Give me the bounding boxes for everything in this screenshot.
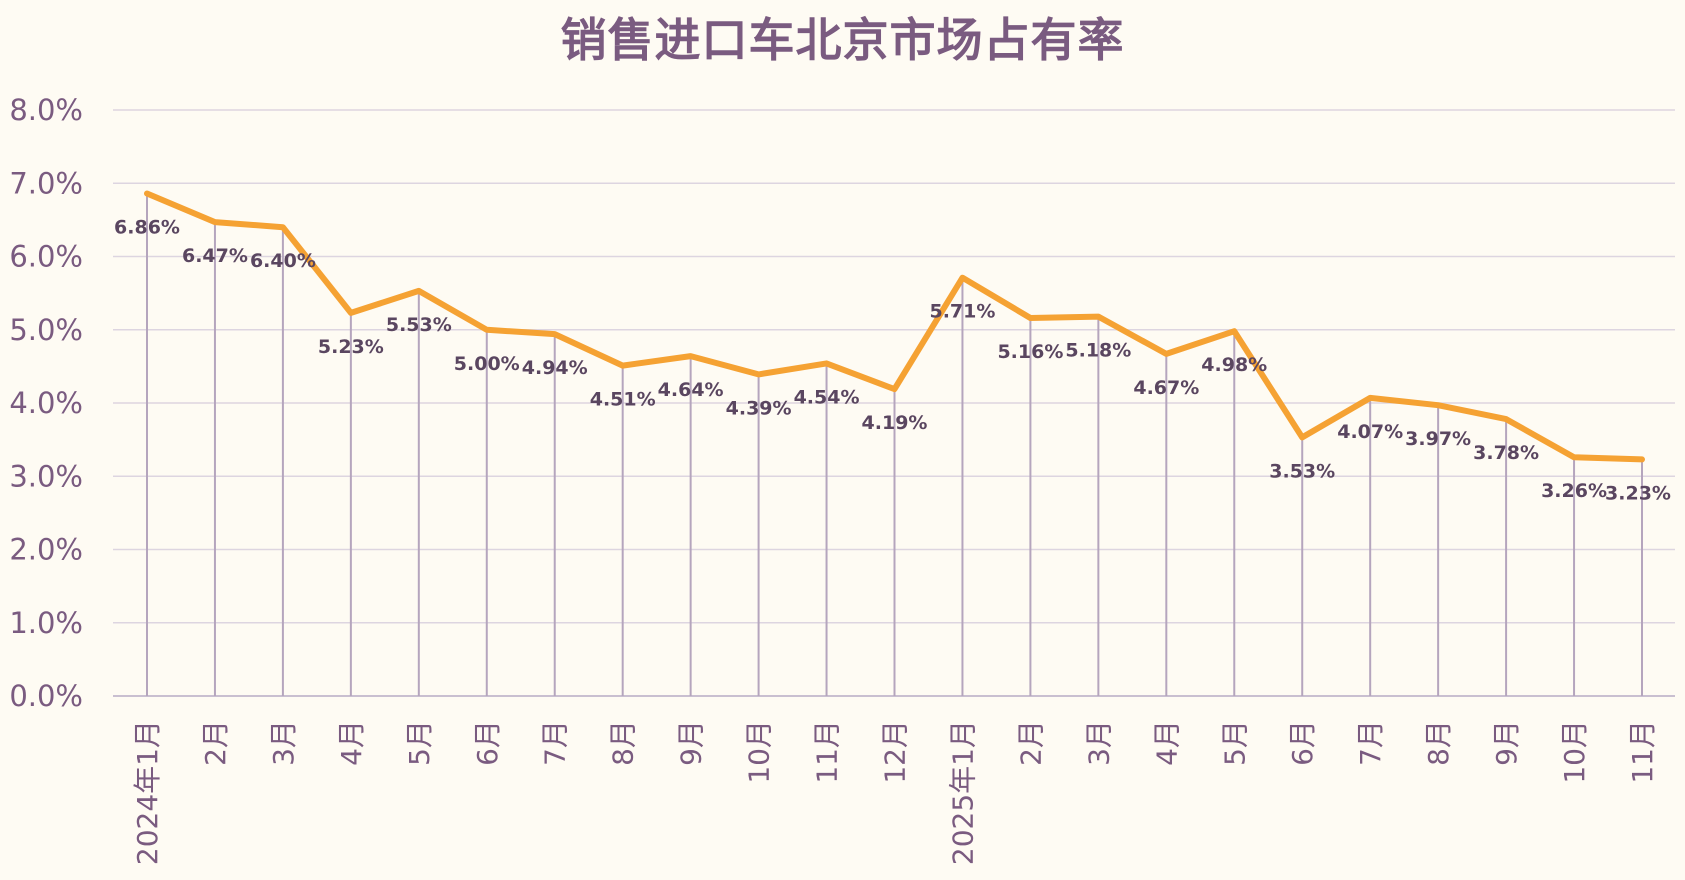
- y-tick-label: 2.0%: [9, 533, 83, 567]
- data-label: 4.39%: [726, 397, 792, 419]
- data-label: 6.40%: [250, 250, 316, 272]
- data-label: 4.94%: [522, 357, 588, 379]
- data-label: 3.23%: [1605, 482, 1671, 504]
- x-tick-label: 11月: [811, 720, 844, 784]
- data-label: 5.00%: [454, 353, 520, 375]
- x-tick-label: 2月: [1014, 720, 1047, 766]
- x-tick-label: 6月: [471, 720, 504, 766]
- y-tick-label: 0.0%: [9, 679, 83, 713]
- y-tick-label: 6.0%: [9, 240, 83, 274]
- data-label: 5.16%: [997, 341, 1063, 363]
- data-label: 4.64%: [658, 379, 724, 401]
- x-tick-label: 12月: [879, 720, 912, 784]
- data-label: 4.19%: [862, 412, 928, 434]
- x-tick-label: 8月: [607, 720, 640, 766]
- x-tick-label: 6月: [1286, 720, 1319, 766]
- x-tick-label: 3月: [267, 720, 300, 766]
- data-label: 3.26%: [1541, 480, 1607, 502]
- x-tick-label: 5月: [403, 720, 436, 766]
- x-tick-label: 9月: [675, 720, 708, 766]
- y-tick-label: 5.0%: [9, 313, 83, 347]
- x-tick-label: 10月: [1558, 720, 1591, 784]
- series-line: [144, 190, 1645, 463]
- x-tick-label: 7月: [1354, 720, 1387, 766]
- data-label: 4.51%: [590, 389, 656, 411]
- x-tick-label: 8月: [1422, 720, 1455, 766]
- x-tick-label: 4月: [335, 720, 368, 766]
- y-tick-label: 8.0%: [9, 93, 83, 127]
- data-label: 3.53%: [1269, 460, 1335, 482]
- data-label: 5.18%: [1065, 340, 1131, 362]
- x-tick-label: 3月: [1082, 720, 1115, 766]
- data-label: 5.71%: [929, 301, 995, 323]
- chart-title: 销售进口车北京市场占有率: [560, 13, 1125, 67]
- x-tick-label: 11月: [1626, 720, 1659, 784]
- x-tick-label: 10月: [743, 720, 776, 784]
- x-tick-label: 7月: [539, 720, 572, 766]
- data-label: 3.97%: [1405, 428, 1471, 450]
- data-label: 3.78%: [1473, 442, 1539, 464]
- data-label: 5.23%: [318, 336, 384, 358]
- x-tick-label: 2月: [199, 720, 232, 766]
- data-label: 4.67%: [1133, 377, 1199, 399]
- y-tick-label: 4.0%: [9, 386, 83, 420]
- data-label: 4.54%: [794, 386, 860, 408]
- data-label: 6.86%: [114, 217, 180, 239]
- x-tick-label: 2025年1月: [946, 720, 979, 865]
- y-tick-label: 1.0%: [9, 606, 83, 640]
- x-tick-label: 5月: [1218, 720, 1251, 766]
- data-label: 5.53%: [386, 314, 452, 336]
- x-tick-label: 9月: [1490, 720, 1523, 766]
- data-label: 6.47%: [182, 245, 248, 267]
- data-label: 4.07%: [1337, 421, 1403, 443]
- data-label: 4.98%: [1201, 354, 1267, 376]
- x-tick-label: 4月: [1150, 720, 1183, 766]
- x-tick-label: 2024年1月: [131, 720, 164, 865]
- y-tick-label: 7.0%: [9, 166, 83, 200]
- y-tick-label: 3.0%: [9, 459, 83, 493]
